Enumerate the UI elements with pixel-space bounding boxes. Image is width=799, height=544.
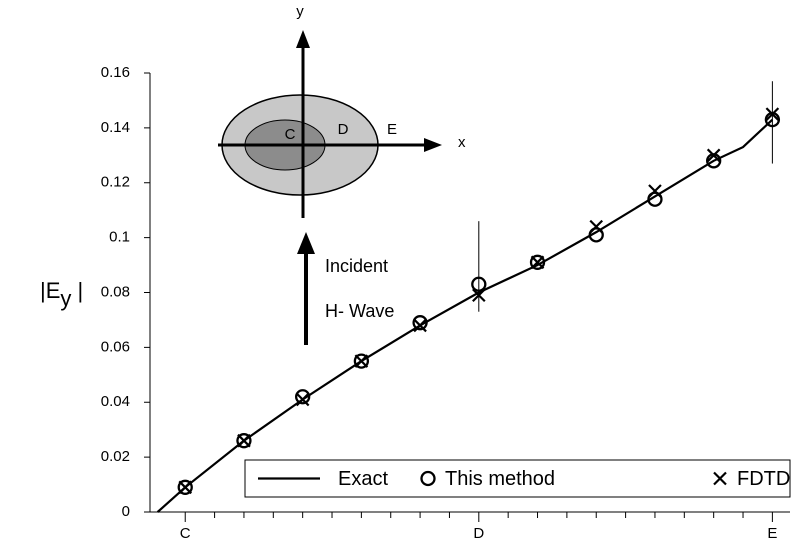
x-marker — [179, 481, 191, 493]
y-tick-label: 0.1 — [109, 229, 130, 246]
y-tick-label: 0 — [122, 503, 130, 520]
arrow-head — [296, 30, 310, 48]
x-tick-label: C — [180, 525, 191, 542]
arrow-head — [297, 232, 315, 254]
inset-label: x — [458, 134, 466, 151]
annotation: H- Wave — [325, 301, 394, 321]
inset-label: C — [285, 126, 296, 143]
y-tick-label: 0.04 — [101, 393, 130, 410]
x-marker — [238, 435, 250, 447]
y-label-main: |E — [40, 278, 60, 303]
inset-label: E — [387, 121, 397, 138]
y-tick-label: 0.02 — [101, 448, 130, 465]
y-label-sub: y — [60, 286, 71, 311]
x-tick-label: E — [767, 525, 777, 542]
chart: |Ey | y x C D E Incident H- Wave 00.020.… — [0, 0, 799, 544]
y-tick-label: 0.06 — [101, 338, 130, 355]
legend-label: FDTD — [737, 468, 790, 490]
annotation: Incident — [325, 256, 388, 276]
legend-label: This method — [445, 468, 555, 490]
x-marker — [649, 185, 661, 197]
inset-label: y — [296, 3, 304, 20]
y-tick-label: 0.14 — [101, 119, 130, 136]
y-tick-label: 0.12 — [101, 174, 130, 191]
x-marker — [355, 355, 367, 367]
x-marker — [590, 221, 602, 233]
arrow-head — [424, 138, 442, 152]
y-label-end: | — [71, 278, 83, 303]
y-axis-label: |Ey | — [40, 278, 83, 311]
legend-label: Exact — [338, 468, 388, 490]
legend: Exact This method FDTD — [245, 460, 790, 497]
y-tick-label: 0.08 — [101, 283, 130, 300]
inset-diagram: y x C D E Incident H- Wave — [218, 3, 466, 345]
y-tick-label: 0.16 — [101, 64, 130, 81]
inset-label: D — [338, 121, 349, 138]
x-tick-label: D — [473, 525, 484, 542]
